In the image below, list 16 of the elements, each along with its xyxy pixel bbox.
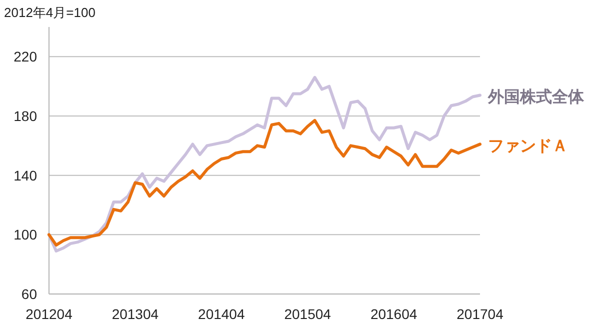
x-tick-label: 201204 (26, 306, 73, 322)
y-tick-label: 60 (21, 286, 38, 302)
line-series (48, 118, 482, 247)
chart-title: 2012年4月=100 (4, 5, 96, 20)
y-tick-label: 140 (14, 167, 38, 184)
x-tick-label: 201604 (370, 306, 418, 322)
series-label: 外国株式全体 (487, 88, 585, 106)
line-series (48, 76, 482, 252)
x-tick-label: 201404 (198, 306, 245, 322)
x-tick-label: 201304 (112, 306, 159, 322)
y-tick-label: 220 (14, 48, 38, 65)
y-tick-label: 100 (14, 226, 38, 243)
x-tick-label: 201704 (456, 306, 504, 322)
x-tick-label: 201504 (284, 306, 332, 322)
y-tick-label: 180 (14, 108, 38, 124)
series-label: ファンドＡ (488, 138, 568, 156)
